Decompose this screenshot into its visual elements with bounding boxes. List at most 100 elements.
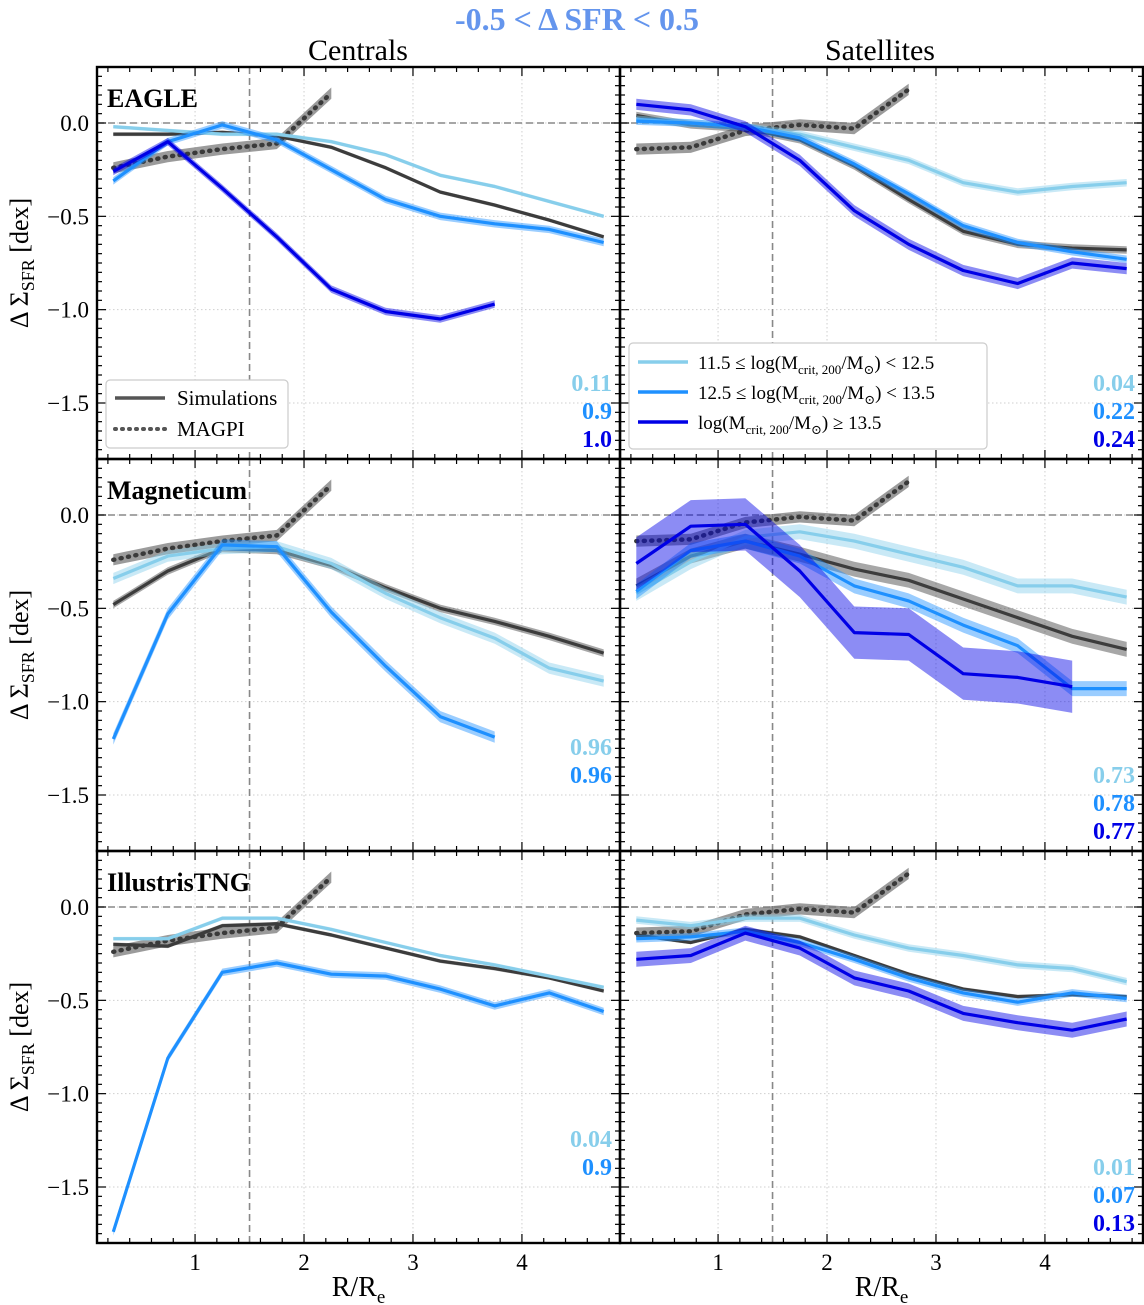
y-tick-label: −1.0	[47, 1082, 89, 1107]
magpi-band	[113, 87, 332, 174]
magpi-line	[634, 479, 911, 544]
magpi-band	[636, 83, 909, 155]
series-line-mid	[111, 543, 496, 740]
simulation-label: EAGLE	[107, 84, 198, 113]
plot-area	[634, 83, 1127, 290]
correlation-annotation: 0.01	[1093, 1155, 1135, 1181]
y-tick-label: 0.0	[60, 503, 89, 528]
plot-area	[111, 871, 605, 1236]
correlation-annotation: 0.9	[582, 399, 612, 425]
y-tick-label: −0.5	[47, 596, 89, 621]
correlation-annotation: 0.04	[570, 1127, 612, 1153]
correlation-annotation: 0.07	[1093, 1183, 1135, 1209]
plot-area	[634, 867, 1128, 1038]
magpi-band	[113, 871, 332, 958]
series-line-dark	[636, 102, 1127, 286]
series-line-sim_all	[113, 922, 605, 993]
column-title-centrals: Centrals	[308, 34, 408, 67]
y-tick-label: −1.0	[47, 298, 89, 323]
legend-label-mid: 12.5 ≤ log(Mcrit, 200/M⊙) < 13.5	[698, 383, 935, 407]
plot-area	[111, 87, 605, 323]
series-band-light	[636, 115, 1127, 196]
x-tick-label: 4	[1039, 1250, 1051, 1275]
magpi-line	[111, 482, 334, 563]
correlation-annotation: 0.73	[1093, 763, 1135, 789]
figure-suptitle: -0.5 < Δ SFR < 0.5	[455, 1, 699, 37]
series-line-sim_all	[636, 927, 1127, 999]
series-band-dark	[113, 137, 495, 323]
panel-frame	[618, 849, 1144, 1245]
x-tick-label: 3	[407, 1250, 419, 1275]
panel-frame	[95, 457, 622, 853]
series-line-mid	[111, 961, 605, 1233]
magpi-line	[111, 90, 334, 171]
y-axis-label: Δ ΣSFR [dex]	[5, 590, 38, 720]
correlation-annotation: 0.22	[1093, 399, 1135, 425]
simulation-label: IllustrisTNG	[107, 868, 250, 897]
series-line-mid	[636, 929, 1127, 1004]
x-tick-label: 4	[516, 1250, 528, 1275]
magpi-band	[113, 479, 332, 566]
legend-label-light: 11.5 ≤ log(Mcrit, 200/M⊙) < 12.5	[698, 353, 934, 377]
y-axis-label: Δ ΣSFR [dex]	[5, 982, 38, 1112]
series-band-dark	[636, 498, 1073, 713]
correlation-annotation: 0.13	[1093, 1211, 1135, 1237]
series-line-light	[636, 916, 1128, 984]
series-line-light	[113, 916, 605, 989]
legend-label-simulations: Simulations	[177, 386, 277, 410]
y-tick-label: −1.0	[47, 690, 89, 715]
series-band-sim_all	[636, 927, 1127, 999]
y-tick-label: −1.5	[47, 391, 89, 416]
panel-row2-satellites: 1 2 3 4 R/Re 0.010.070.13	[618, 849, 1144, 1305]
legend-label-magpi: MAGPI	[177, 417, 245, 441]
series-line-sim_all	[112, 546, 605, 655]
x-tick-label: 1	[189, 1250, 201, 1275]
magpi-band	[636, 867, 909, 939]
series-line-mid	[112, 123, 605, 245]
series-band-light	[636, 524, 1127, 605]
correlation-annotation: 0.11	[571, 371, 612, 397]
legend-box	[628, 342, 988, 450]
plot-area	[634, 475, 1128, 713]
correlation-annotation: 0.78	[1093, 791, 1135, 817]
y-tick-label: −0.5	[47, 988, 89, 1013]
series-band-mid	[636, 533, 1127, 697]
y-axis-label: Δ ΣSFR [dex]	[5, 198, 38, 328]
panel-illustristng-centrals: 0.0 −0.5 −1.0 −1.5 Δ ΣSFR [dex] 1 2 3 4 R/Re Illus…	[5, 849, 622, 1305]
x-axis-label: R/Re	[855, 1272, 909, 1305]
correlation-annotation: 0.96	[570, 763, 612, 789]
column-title-satellites: Satellites	[825, 34, 935, 67]
series-band-light	[636, 914, 1127, 986]
x-tick-label: 1	[712, 1250, 724, 1275]
plot-area	[111, 479, 605, 745]
legend-halo-mass: 11.5 ≤ log(Mcrit, 200/M⊙) < 12.5 12.5 ≤ l…	[628, 342, 988, 450]
series-line-light	[112, 545, 605, 683]
series-line-light	[635, 530, 1128, 599]
x-axis-label: R/Re	[332, 1272, 386, 1305]
series-line-mid	[636, 119, 1127, 261]
x-tick-label: 2	[298, 1250, 310, 1275]
y-tick-label: −1.5	[47, 1175, 89, 1200]
panel-row1-satellites: 0.730.780.77	[618, 457, 1144, 853]
x-tick-label: 3	[930, 1250, 942, 1275]
y-tick-label: −0.5	[47, 204, 89, 229]
magpi-band	[636, 475, 909, 547]
series-band-light	[113, 541, 604, 687]
y-tick-label: 0.0	[60, 895, 89, 920]
legend-label-dark: log(Mcrit, 200/M⊙) ≥ 13.5	[698, 413, 881, 437]
x-tick-label: 2	[821, 1250, 833, 1275]
series-band-sim_all	[636, 533, 1127, 657]
magpi-line	[634, 87, 911, 152]
panel-eagle-centrals: 0.0 −0.5 −1.0 −1.5 Δ ΣSFR [dex] EAGLE 0.110.91…	[5, 65, 622, 461]
series-line-mid	[635, 539, 1127, 691]
correlation-annotation: 0.24	[1093, 427, 1135, 453]
series-line-light	[113, 125, 605, 218]
y-tick-label: −1.5	[47, 783, 89, 808]
panel-row0-satellites: 0.040.220.24 11.5 ≤ log(Mcrit, 200/M⊙) < …	[618, 65, 1144, 461]
series-band-mid	[636, 927, 1127, 1006]
series-line-dark	[112, 140, 496, 321]
legend-line-style: Simulations MAGPI	[105, 379, 289, 449]
panel-magneticum-centrals: 0.0 −0.5 −1.0 −1.5 Δ ΣSFR [dex] Magneticum 0.9…	[5, 457, 622, 853]
magpi-line	[634, 871, 911, 936]
correlation-annotation: 0.96	[570, 735, 612, 761]
